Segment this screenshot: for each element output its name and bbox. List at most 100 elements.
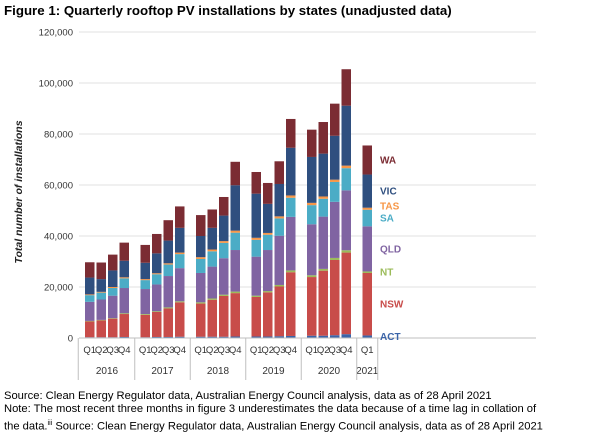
series-label-act: ACT [380,332,401,343]
notes: Source: Clean Energy Regulator data, Aus… [4,390,598,434]
bar-segment-qld [307,224,317,276]
bar-segment-tas [108,287,118,289]
bar-segment-qld [274,235,284,285]
bar-segment-qld [318,216,328,269]
bar-segment-act [274,336,284,338]
bar-segment-wa [85,262,95,278]
bar-segment-nt [140,314,150,315]
y-tick-label: 120,000 [39,28,73,39]
bar-segment-nt [119,313,129,315]
bar-segment-qld [341,190,351,251]
bar-segment-wa [175,206,185,228]
y-tick-label: 100,000 [39,79,73,90]
bar-segment-nsw [140,314,150,338]
bar-segment-qld [152,284,162,312]
year-group-label: 2019 [262,366,285,377]
bar-segment-vic [85,277,95,295]
figure-title: Figure 1: Quarterly rooftop PV installat… [4,3,452,18]
bar-segment-tas [341,165,351,169]
bar-segment-nsw [274,286,284,337]
bar-segment-tas [163,263,173,265]
bar-segment-nt [96,319,106,321]
bar-segment-act [362,335,372,338]
bar-segment-tas [362,207,372,210]
bar-segment-nt [207,298,217,300]
bar-segment-nt [85,320,95,322]
quarter-tick-label: Q3 [217,345,230,356]
bar-segment-wa [318,122,328,154]
bar-segment-vic [119,260,129,278]
bar-segment-vic [230,185,240,231]
bar-segment-tas [196,257,206,259]
quarter-tick-label: Q1 [305,345,318,356]
bar-segment-sa [362,209,372,227]
y-tick-label: 40,000 [44,232,73,243]
quarter-tick-label: Q1 [83,345,96,356]
stacked-bar-chart: 020,00040,00060,00080,000100,000120,000 … [13,28,536,380]
quarter-tick-label: Q1 [250,345,263,356]
bar-segment-qld [251,256,261,296]
bar-segment-qld [175,268,185,302]
bar-segment-tas [85,294,95,296]
bar-segment-tas [307,202,317,206]
bar-segment-act [196,336,206,338]
bar-segment-wa [251,171,261,194]
bar-segment-qld [96,299,106,320]
bar-segment-nsw [263,292,273,337]
bar-segment-vic [163,240,173,264]
bar-segment-nsw [330,259,340,336]
bar-segment-wa [330,103,340,136]
note-superscript: iii [47,419,53,427]
bar-segment-sa [307,205,317,225]
quarter-tick-label: Q2 [206,345,219,356]
bar-segment-tas [263,232,273,235]
y-tick-label: 80,000 [44,130,73,141]
bar-segment-nsw [341,252,351,335]
bar-segment-vic [108,270,118,287]
bar-segment-tas [219,241,229,243]
bar-segment-tas [152,273,162,275]
quarter-tick-label: Q4 [284,345,297,356]
bar-segment-wa [362,145,372,175]
bar-segment-nt [175,301,185,303]
quarter-tick-label: Q4 [118,345,131,356]
note-line-a: Note: The most recent three months in fi… [4,403,537,416]
bar-segment-nt [286,270,296,273]
bar-segment-nsw [85,321,95,338]
quarter-tick-label: Q2 [317,345,330,356]
bar-segment-wa [274,161,284,184]
bar-segment-vic [196,236,206,258]
bar-segment-sa [341,168,351,191]
quarter-tick-label: Q4 [340,345,353,356]
quarter-tick-label: Q3 [162,345,175,356]
bar-segment-sa [207,251,217,267]
note-line-b-pre: the data. [4,420,48,433]
bar-segment-nsw [286,272,296,336]
bar-segment-wa [219,196,229,216]
bar-segment-nsw [175,302,185,337]
bar-segment-qld [230,250,240,292]
quarter-tick-label: Q1 [194,345,207,356]
bar-segment-sa [152,274,162,285]
bar-segment-nsw [152,311,162,337]
bar-segment-tas [330,179,340,182]
bar-segment-sa [230,232,240,251]
bar-segment-nt [196,302,206,304]
series-label-nt: NT [380,268,393,279]
bar-segment-wa [119,242,129,261]
bar-segment-wa [96,262,106,280]
bar-segment-nsw [307,277,317,336]
note-line-b-post: Source: Clean Energy Regulator data, Aus… [52,420,543,433]
bar-segment-nt [330,257,340,260]
bar-segment-sa [108,288,118,296]
bar-segment-vic [362,174,372,208]
bar-segment-vic [318,153,328,197]
bar-segment-tas [207,249,217,252]
bar-segment-sa [274,218,284,236]
bar-segment-qld [219,258,229,295]
bar-segment-act [219,336,229,338]
bar-segment-act [207,336,217,338]
bar-segment-wa [152,233,162,254]
year-group-label: 2017 [151,366,174,377]
bar-segment-nsw [96,320,106,338]
